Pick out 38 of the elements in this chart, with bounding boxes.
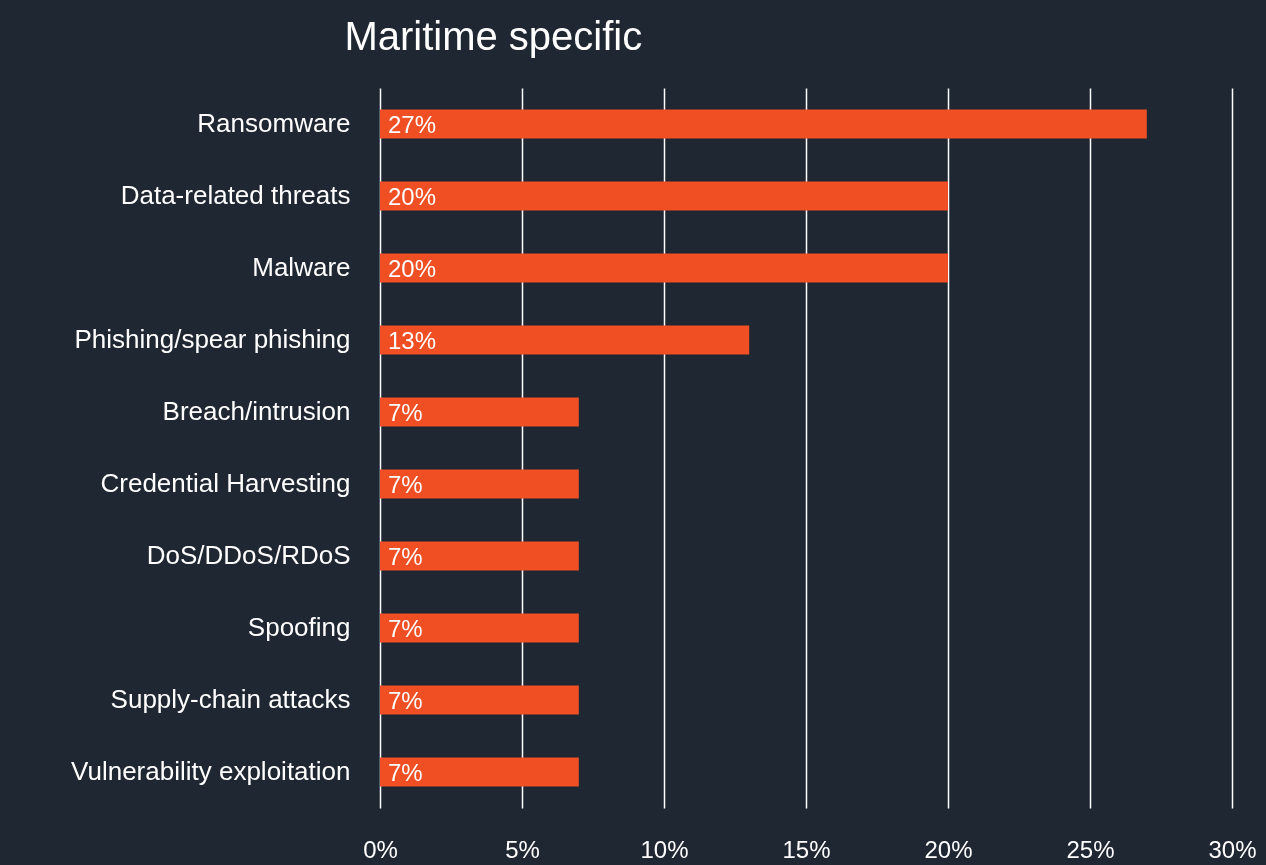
x-tick-label: 0% <box>363 835 398 863</box>
bar <box>380 613 579 643</box>
x-tick-label: 20% <box>924 835 973 863</box>
data-label: 27% <box>388 111 437 138</box>
x-tick-label: 5% <box>505 835 540 863</box>
data-label: 7% <box>388 543 423 570</box>
bar <box>380 109 1147 139</box>
bar <box>380 397 579 427</box>
y-tick-label: Phishing/spear phishing <box>74 324 351 354</box>
data-label: 20% <box>388 183 437 210</box>
y-tick-label: Breach/intrusion <box>162 396 351 426</box>
data-label: 7% <box>388 399 423 426</box>
bar <box>380 757 579 787</box>
chart-title: Maritime specific <box>344 14 643 58</box>
data-label: 20% <box>388 255 437 282</box>
bar <box>380 253 948 283</box>
bar <box>380 541 579 571</box>
y-tick-label: Data-related threats <box>120 180 351 210</box>
y-tick-label: Supply-chain attacks <box>110 684 351 714</box>
data-label: 7% <box>388 687 423 714</box>
bar <box>380 181 948 211</box>
y-tick-label: DoS/DDoS/RDoS <box>146 540 351 570</box>
y-tick-label: Malware <box>252 252 351 282</box>
y-tick-label: Spoofing <box>247 612 351 642</box>
y-tick-label: Ransomware <box>197 108 351 138</box>
data-label: 7% <box>388 615 423 642</box>
bar <box>380 685 579 715</box>
data-label: 13% <box>388 327 437 354</box>
x-tick-label: 15% <box>782 835 831 863</box>
bar <box>380 325 750 355</box>
x-tick-label: 25% <box>1066 835 1115 863</box>
data-label: 7% <box>388 471 423 498</box>
data-label: 7% <box>388 759 423 786</box>
x-tick-label: 10% <box>640 835 689 863</box>
y-tick-label: Vulnerability exploitation <box>71 756 351 786</box>
y-tick-label: Credential Harvesting <box>100 468 351 498</box>
x-tick-label: 30% <box>1208 835 1257 863</box>
bar <box>380 469 579 499</box>
